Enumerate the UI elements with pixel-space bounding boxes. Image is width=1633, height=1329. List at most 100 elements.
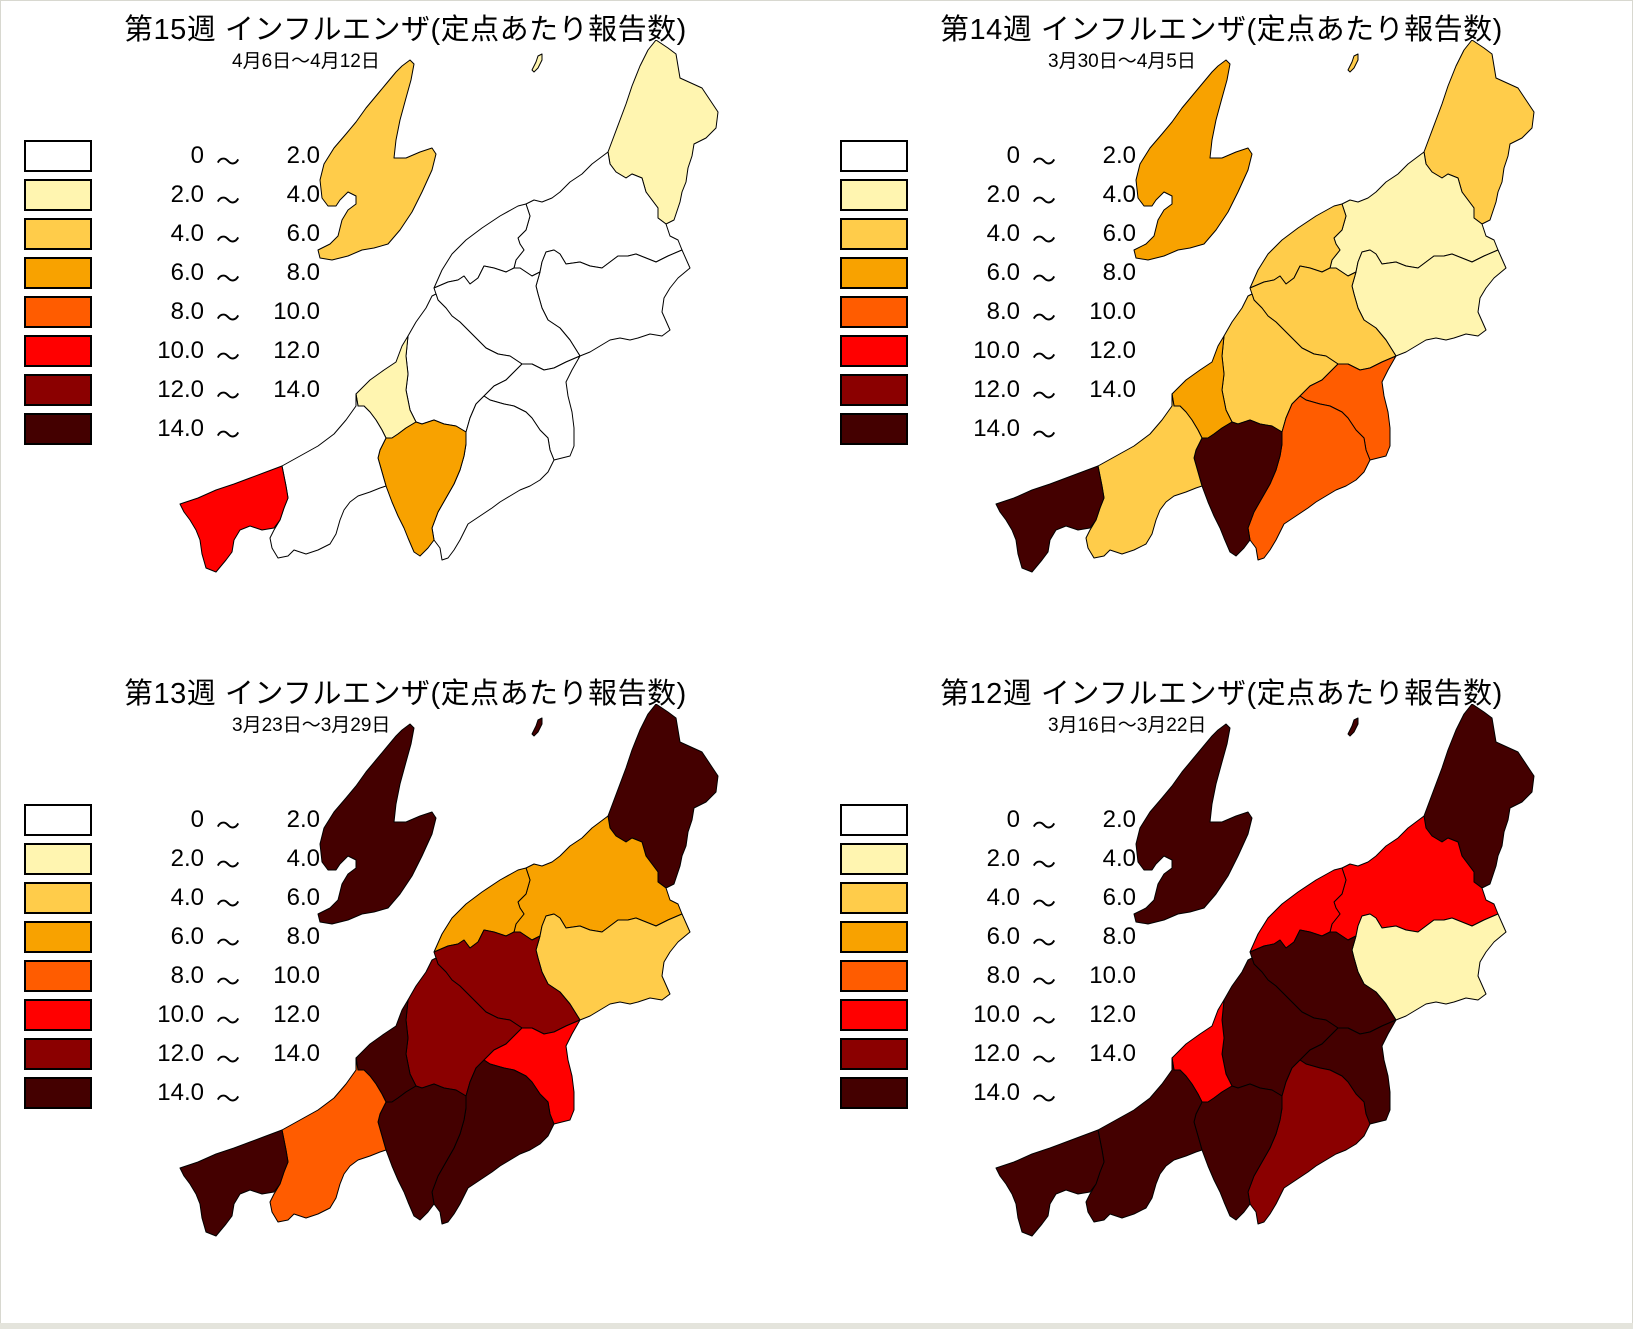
legend-range-separator: ～	[1032, 266, 1056, 293]
legend-range-separator: ～	[216, 305, 240, 332]
legend-swatch	[24, 804, 92, 836]
region-sado	[317, 59, 437, 261]
legend-range-separator: ～	[216, 852, 240, 879]
legend-upper-bound: 12.0	[1089, 337, 1136, 364]
legend-swatch	[840, 296, 908, 328]
legend-upper-bound: 12.0	[273, 337, 320, 364]
choropleth-map	[179, 704, 719, 1237]
legend-lower-bound: 10.0	[973, 1001, 1020, 1028]
legend-lower-bound: 6.0	[170, 259, 204, 286]
legend-swatch	[840, 374, 908, 406]
region-joetsu	[269, 1057, 387, 1223]
region-awashima	[1347, 53, 1359, 73]
legend-range-separator: ～	[1032, 891, 1056, 918]
legend-lower-bound: 10.0	[973, 337, 1020, 364]
legend-swatch	[24, 921, 92, 953]
legend-range-separator: ～	[216, 1047, 240, 1074]
panel-title: 第15週 インフルエンザ(定点あたり報告数)	[124, 14, 687, 46]
map-panel-week12: 第12週 インフルエンザ(定点あたり報告数) 3月16日～3月22日 0 ～ 2.0…	[816, 664, 1632, 1328]
legend-upper-bound: 10.0	[273, 298, 320, 325]
panel-date-range: 3月23日～3月29日	[232, 715, 391, 736]
legend-lower-bound: 8.0	[170, 298, 204, 325]
region-sado	[317, 723, 437, 925]
legend-lower-bound: 0	[190, 142, 204, 169]
legend-range-separator: ～	[1032, 852, 1056, 879]
region-joetsu	[269, 393, 387, 559]
legend-upper-bound: 14.0	[273, 1040, 320, 1067]
panel-title: 第14週 インフルエンザ(定点あたり報告数)	[940, 14, 1503, 46]
legend-upper-bound: 10.0	[1089, 962, 1136, 989]
legend-lower-bound: 10.0	[157, 337, 204, 364]
legend-swatch	[840, 960, 908, 992]
legend-swatch	[24, 882, 92, 914]
legend-upper-bound: 12.0	[1089, 1001, 1136, 1028]
legend-upper-bound: 14.0	[1089, 376, 1136, 403]
legend-upper-bound: 6.0	[1102, 220, 1136, 247]
legend-range-separator: ～	[1032, 1008, 1056, 1035]
legend-lower-bound: 12.0	[157, 376, 204, 403]
legend-lower-bound: 8.0	[986, 962, 1020, 989]
legend-upper-bound: 10.0	[1089, 298, 1136, 325]
legend-upper-bound: 2.0	[286, 142, 320, 169]
legend-range-separator: ～	[1032, 930, 1056, 957]
legend-upper-bound: 4.0	[286, 181, 320, 208]
panel-title: 第13週 インフルエンザ(定点あたり報告数)	[124, 678, 687, 710]
legend-swatch	[840, 413, 908, 445]
legend-range-separator: ～	[216, 383, 240, 410]
legend-swatch	[24, 374, 92, 406]
legend-range-separator: ～	[216, 1008, 240, 1035]
legend-lower-bound: 14.0	[973, 415, 1020, 442]
region-awashima	[1347, 717, 1359, 737]
legend-range-separator: ～	[216, 266, 240, 293]
legend-range-separator: ～	[1032, 305, 1056, 332]
legend-swatch	[840, 1038, 908, 1070]
legend-lower-bound: 0	[1006, 142, 1020, 169]
legend-lower-bound: 8.0	[170, 962, 204, 989]
legend-swatch	[840, 804, 908, 836]
panel-date-range: 3月30日～4月5日	[1048, 51, 1196, 72]
legend-range-separator: ～	[216, 149, 240, 176]
legend-lower-bound: 8.0	[986, 298, 1020, 325]
legend-lower-bound: 14.0	[973, 1079, 1020, 1106]
legend-lower-bound: 6.0	[986, 259, 1020, 286]
legend-swatch	[24, 218, 92, 250]
legend-lower-bound: 0	[190, 806, 204, 833]
panel-date-range: 4月6日～4月12日	[232, 51, 380, 72]
map-panel-week13: 第13週 インフルエンザ(定点あたり報告数) 3月23日～3月29日 0 ～ 2.0…	[0, 664, 816, 1328]
choropleth-map	[179, 40, 719, 573]
legend-swatch	[24, 296, 92, 328]
legend-upper-bound: 2.0	[1102, 806, 1136, 833]
region-joetsu	[1085, 1057, 1203, 1223]
legend-range-separator: ～	[1032, 383, 1056, 410]
region-itoigawa	[995, 465, 1105, 573]
legend-upper-bound: 6.0	[286, 220, 320, 247]
legend-lower-bound: 12.0	[157, 1040, 204, 1067]
legend-upper-bound: 6.0	[1102, 884, 1136, 911]
region-itoigawa	[179, 465, 289, 573]
legend-range-separator: ～	[1032, 969, 1056, 996]
legend-swatch	[840, 843, 908, 875]
region-awashima	[531, 53, 543, 73]
legend-range-separator: ～	[1032, 1047, 1056, 1074]
legend-lower-bound: 6.0	[170, 923, 204, 950]
legend-swatch	[840, 179, 908, 211]
legend-swatch	[840, 999, 908, 1031]
legend-swatch	[24, 179, 92, 211]
legend-lower-bound: 4.0	[986, 884, 1020, 911]
legend-range-separator: ～	[1032, 344, 1056, 371]
legend-lower-bound: 14.0	[157, 1079, 204, 1106]
legend-upper-bound: 8.0	[1102, 923, 1136, 950]
legend-upper-bound: 4.0	[1102, 845, 1136, 872]
legend-swatch	[840, 218, 908, 250]
legend-lower-bound: 2.0	[170, 181, 204, 208]
legend-range-separator: ～	[1032, 422, 1056, 449]
region-itoigawa	[995, 1129, 1105, 1237]
legend-range-separator: ～	[1032, 813, 1056, 840]
legend-lower-bound: 6.0	[986, 923, 1020, 950]
legend-swatch	[24, 413, 92, 445]
legend-lower-bound: 4.0	[170, 884, 204, 911]
region-sado	[1133, 59, 1253, 261]
legend-swatch	[840, 140, 908, 172]
legend-upper-bound: 8.0	[286, 923, 320, 950]
legend-lower-bound: 12.0	[973, 1040, 1020, 1067]
